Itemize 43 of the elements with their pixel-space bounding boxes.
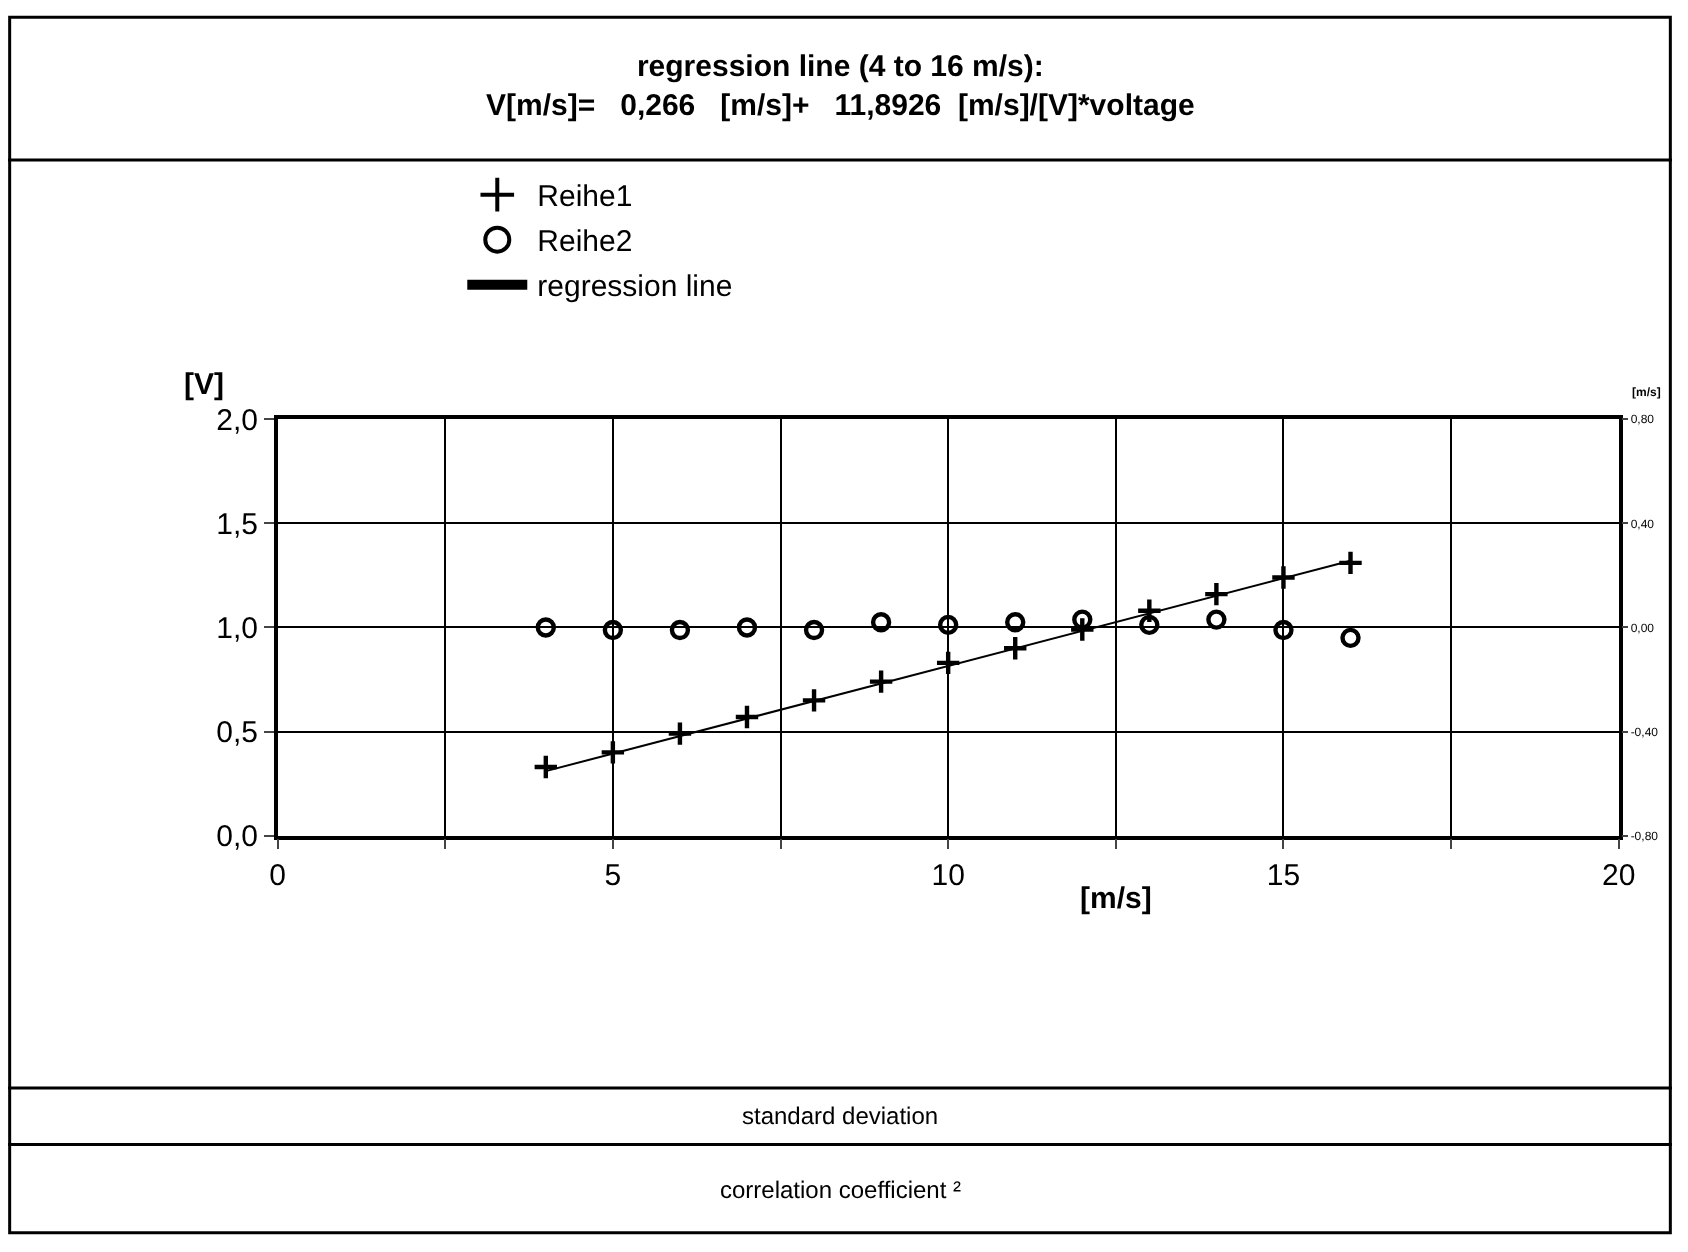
point [867,668,895,695]
y-tick-label: 0,5 [216,716,259,751]
point [1206,609,1227,630]
x-tick-label: 10 [931,859,965,894]
point [532,753,560,781]
point [800,686,828,714]
point [937,614,959,636]
point [803,619,825,641]
point [1135,597,1163,625]
x-axis-title: [m/s] [1080,882,1152,916]
y-tick-label: 1,5 [216,507,259,542]
legend-label: Reihe1 [537,180,633,215]
point [1139,614,1160,636]
x-tick-label: 15 [1266,859,1301,894]
point [870,612,892,633]
y-tick-label: 1,0 [216,611,259,646]
point [1202,580,1230,608]
legend-label: Reihe2 [537,225,633,260]
text: standard deviation [742,1102,939,1130]
chart-title: regression line (4 to 16 m/s): V[m/s]= 0,266 [m/s]+ 11,8926 [m/s]/[V]*voltage [486,50,1195,123]
point [599,739,627,766]
x-tick-label: 0 [269,859,286,894]
y-tick-label: 0,0 [216,820,259,855]
legend-label: regression line [537,270,733,305]
point [535,617,557,638]
point [1270,564,1297,591]
text: correlation coefficient ² [720,1176,962,1204]
point [934,649,962,677]
y-tick-label: 2,0 [216,403,259,438]
point [669,619,691,641]
point [1005,612,1026,633]
point [666,720,694,748]
point [733,703,761,731]
point [1068,616,1096,643]
point [736,617,758,638]
point [1337,549,1364,577]
y-axis-title: [V] [184,368,224,402]
point [602,619,624,641]
point [1273,619,1294,641]
x-tick-label: 20 [1602,859,1636,894]
point [1340,627,1361,649]
point [1001,634,1029,662]
x-tick-label: 5 [604,859,622,894]
